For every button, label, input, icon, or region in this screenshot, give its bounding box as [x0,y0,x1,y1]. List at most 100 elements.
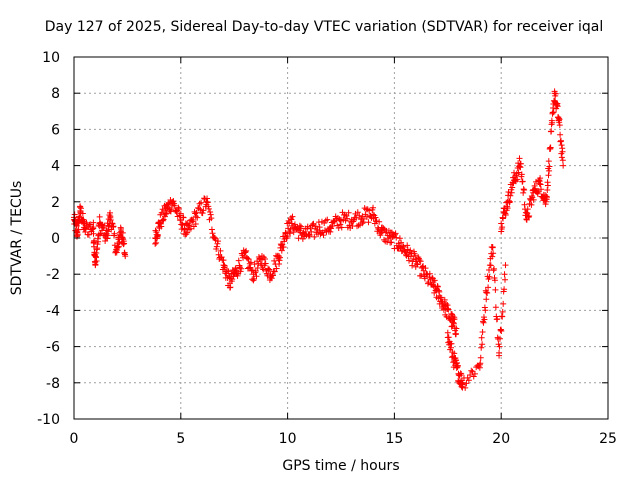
data-point [421,271,428,278]
data-point [95,238,102,245]
data-point [552,90,559,97]
data-point [360,219,367,226]
data-point [372,214,379,221]
data-point [298,223,305,230]
data-point [197,206,204,213]
data-point [418,272,425,279]
data-point [530,189,537,196]
data-point [366,207,373,214]
data-point [154,231,161,238]
data-point [521,187,528,194]
y-tick-label: -10 [37,412,60,428]
data-point [479,341,486,348]
data-point [234,272,241,279]
data-point [203,198,210,205]
data-point [113,249,120,256]
data-point [116,239,123,246]
data-point [75,226,82,233]
data-point [476,361,483,368]
data-point [267,271,274,278]
data-point [499,224,506,231]
data-point [380,225,387,232]
x-tick-label: 25 [599,431,617,447]
data-point [419,263,426,270]
data-point [431,277,438,284]
data-point [289,213,296,220]
data-point [508,189,515,196]
data-point [207,208,214,215]
data-point [544,182,551,189]
data-point [491,265,498,272]
data-point [504,198,511,205]
data-point [489,244,496,251]
data-point [509,184,516,191]
data-point [211,235,218,241]
y-tick-label: -4 [46,303,60,319]
data-point [262,256,269,263]
data-point [74,229,81,236]
data-point [502,276,509,283]
data-point [175,204,182,211]
data-point [177,216,184,223]
data-point [501,286,508,293]
data-point [363,213,370,220]
data-point [448,340,455,347]
data-point [250,271,257,278]
data-point [252,267,259,274]
data-point [220,257,227,264]
data-point [90,224,97,231]
data-point [550,109,557,116]
data-point [260,266,267,273]
data-point [483,289,490,296]
data-point [168,206,175,213]
data-point [324,216,331,223]
data-point [156,220,163,227]
data-point [501,271,508,278]
data-point [71,211,78,218]
data-point [486,273,493,280]
data-point [161,213,168,220]
data-point [280,244,287,251]
data-point [258,256,265,263]
data-point [345,209,352,216]
data-point [387,235,394,241]
data-point [208,226,215,233]
data-point [546,163,553,170]
data-point [204,199,211,206]
data-point [407,247,414,254]
data-point [356,212,363,219]
data-point [187,225,194,232]
y-tick-label: 4 [51,159,60,175]
data-point [462,384,469,391]
data-point [220,262,227,269]
x-tick-label: 15 [385,431,403,447]
data-point [96,213,103,220]
data-point [359,220,366,227]
y-tick-label: 10 [42,50,60,66]
data-point [395,240,402,247]
data-point [492,304,499,311]
data-point [453,325,460,332]
data-point [549,119,556,126]
data-point [152,227,159,234]
data-point [499,308,506,315]
data-point [416,257,423,264]
data-point [415,254,422,261]
data-point [376,218,383,225]
data-point [478,334,485,341]
data-point [444,334,451,341]
data-point [343,212,350,219]
data-point [238,265,245,272]
data-point [560,162,567,169]
data-point [471,370,478,377]
data-point [559,157,566,164]
data-point [429,282,436,289]
data-point [441,296,448,303]
data-point [348,216,355,223]
data-point [545,172,552,179]
data-point [152,235,159,241]
data-point [556,116,563,123]
data-point [205,205,212,212]
data-point [377,232,384,239]
data-point [193,209,200,216]
